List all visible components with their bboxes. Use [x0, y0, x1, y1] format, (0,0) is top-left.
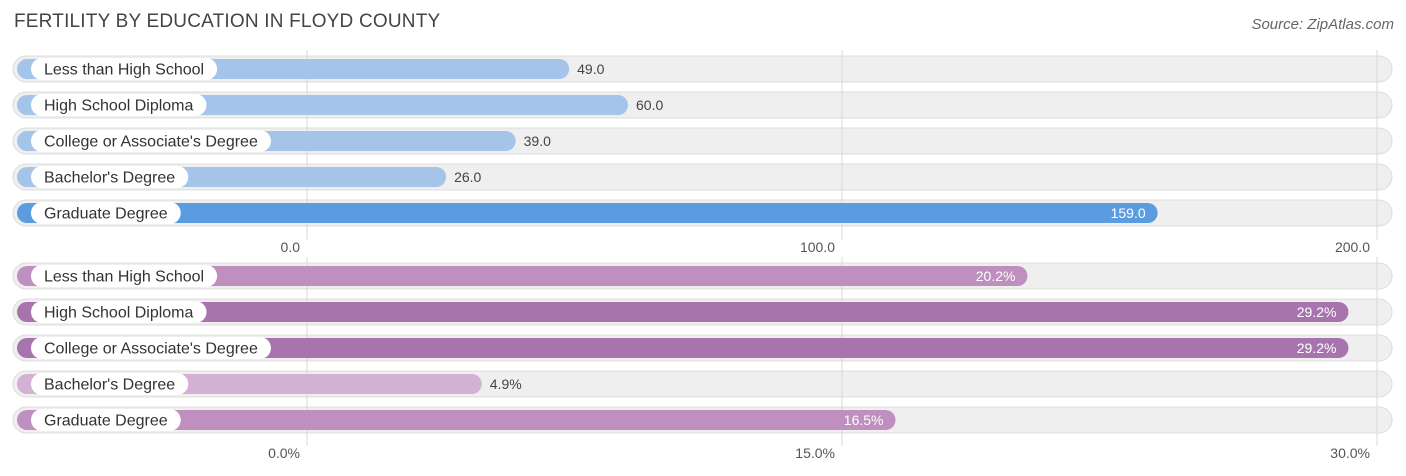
- category-label: Graduate Degree: [44, 413, 168, 430]
- category-label: Bachelor's Degree: [44, 170, 175, 187]
- tick-label: 0.0%: [268, 445, 300, 461]
- category-label-pill: [31, 337, 271, 359]
- value-label: 4.9%: [490, 376, 522, 392]
- category-label-pill: [31, 373, 189, 395]
- value-label: 16.5%: [844, 412, 884, 428]
- bar[interactable]: [17, 266, 1028, 286]
- category-label-pill: [31, 94, 207, 116]
- value-label: 29.2%: [1297, 304, 1337, 320]
- bar[interactable]: [17, 338, 1349, 358]
- chart-source: Source: ZipAtlas.com: [1251, 16, 1394, 33]
- category-label-pill: [31, 130, 271, 152]
- tick-label: 30.0%: [1330, 445, 1370, 461]
- chart-panel-1: Less than High School 49.0 High School Dip…: [12, 50, 1393, 255]
- category-label: Less than High School: [44, 62, 204, 79]
- category-label-pill: [31, 265, 218, 287]
- value-label: 39.0: [524, 133, 551, 149]
- category-label-pill: [31, 409, 181, 431]
- bar[interactable]: [17, 203, 1158, 223]
- chart-title: FERTILITY BY EDUCATION IN FLOYD COUNTY: [14, 11, 441, 32]
- category-label: Bachelor's Degree: [44, 377, 175, 394]
- tick-label: 200.0: [1335, 239, 1370, 255]
- bar[interactable]: [17, 410, 896, 430]
- chart-panel-2: Less than High School 20.2% High School Di…: [12, 257, 1393, 461]
- category-label: College or Associate's Degree: [44, 341, 258, 358]
- tick-label: 0.0: [281, 239, 301, 255]
- category-label-pill: [31, 202, 181, 224]
- bar[interactable]: [17, 302, 1349, 322]
- category-label: High School Diploma: [44, 98, 194, 115]
- value-label: 60.0: [636, 97, 663, 113]
- value-label: 26.0: [454, 169, 481, 185]
- tick-label: 15.0%: [795, 445, 835, 461]
- category-label-pill: [31, 301, 207, 323]
- category-label: Graduate Degree: [44, 206, 168, 223]
- category-label: Less than High School: [44, 269, 204, 286]
- value-label: 159.0: [1111, 205, 1146, 221]
- value-label: 20.2%: [976, 268, 1016, 284]
- tick-label: 100.0: [800, 239, 835, 255]
- value-label: 29.2%: [1297, 340, 1337, 356]
- value-label: 49.0: [577, 61, 604, 77]
- category-label: College or Associate's Degree: [44, 134, 258, 151]
- category-label: High School Diploma: [44, 305, 194, 322]
- category-label-pill: [31, 58, 218, 80]
- category-label-pill: [31, 166, 189, 188]
